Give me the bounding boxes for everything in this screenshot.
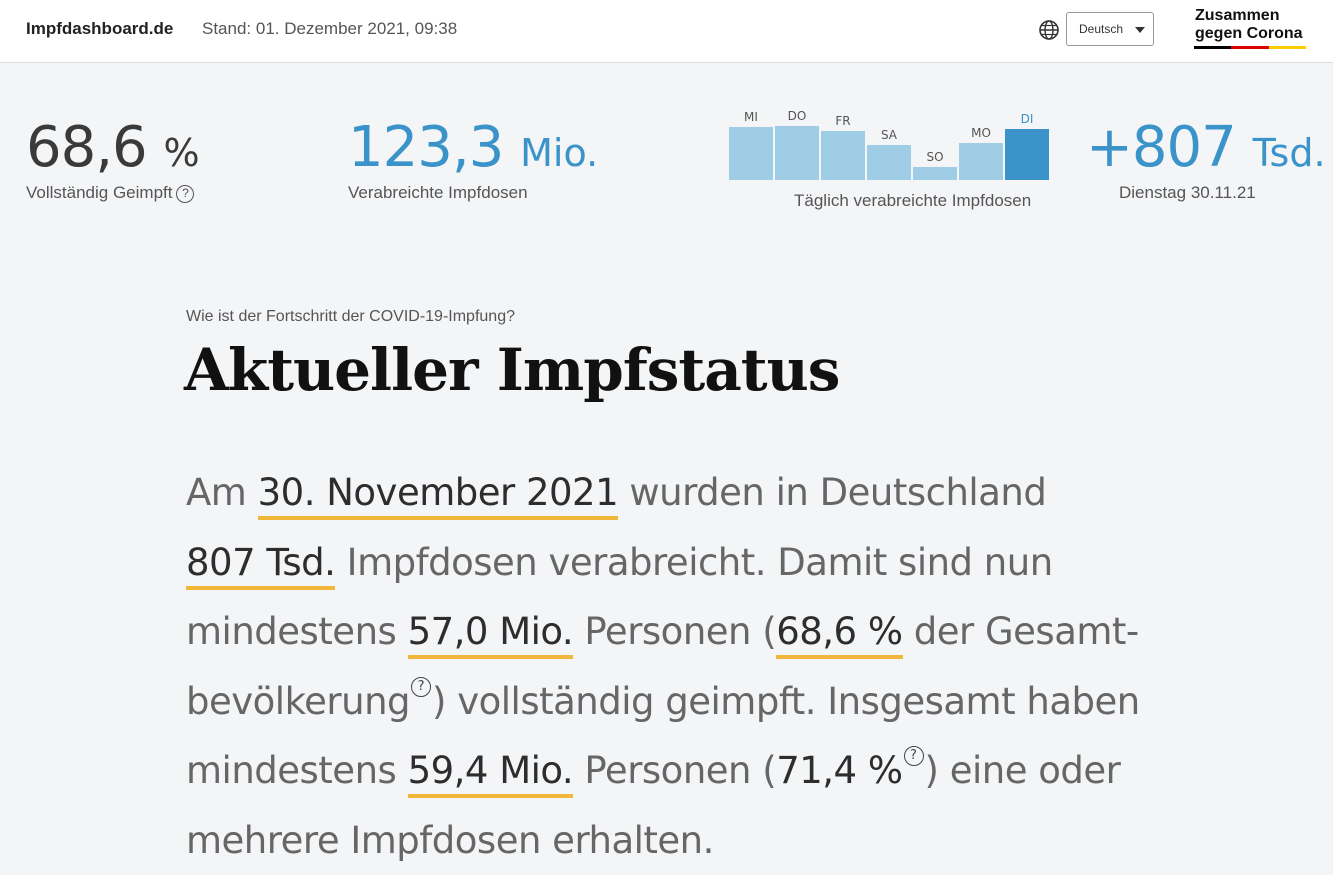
chart-day-label: DO bbox=[787, 109, 807, 123]
section-question: Wie ist der Fortschritt der COVID-19-Imp… bbox=[186, 308, 515, 325]
kpi-latest-day-value: +807 Tsd. bbox=[1086, 115, 1326, 180]
highlight-date: 30. November 2021 bbox=[257, 471, 619, 520]
highlight-fully-count: 57,0 Mio. bbox=[407, 610, 574, 659]
logo-line1: Zusammen bbox=[1195, 7, 1280, 24]
help-icon[interactable]: ? bbox=[903, 746, 924, 766]
chart-bar-mo bbox=[959, 143, 1003, 180]
chart-day-label: SA bbox=[880, 128, 898, 142]
globe-icon[interactable] bbox=[1038, 19, 1060, 41]
chart-day-label: MI bbox=[744, 110, 758, 124]
chart-day-label: MO bbox=[971, 126, 991, 140]
highlight-once-count: 59,4 Mio. bbox=[407, 749, 574, 798]
chart-bar-so bbox=[913, 167, 957, 180]
kpi-latest-day-label: Dienstag 30.11.21 bbox=[1119, 183, 1256, 202]
chart-bar-di bbox=[1005, 129, 1049, 180]
logo-flag-stripe bbox=[1194, 46, 1306, 49]
chart-bar-sa bbox=[867, 145, 911, 180]
kpi-fully-vaccinated-label: Vollständig Geimpft? bbox=[26, 183, 200, 203]
highlight-doses: 807 Tsd. bbox=[186, 540, 336, 590]
daily-doses-label: Täglich verabreichte Impfdosen bbox=[794, 191, 1032, 210]
kpi-total-doses-value: 123,3 Mio. bbox=[348, 115, 599, 180]
language-select[interactable]: Deutsch bbox=[1066, 12, 1154, 46]
kpi-total-doses: 123,3 Mio. Verabreichte Impfdosen bbox=[348, 118, 598, 203]
kpi-fully-vaccinated: 68,6 % Vollständig Geimpft? bbox=[26, 118, 200, 203]
highlight-fully-pct: 68,6 % bbox=[776, 610, 903, 659]
kpi-unit: % bbox=[163, 131, 200, 175]
status-paragraph: Am 30. November 2021 wurden in Deutschla… bbox=[186, 471, 1140, 862]
chart-day-label: DI bbox=[1020, 112, 1034, 126]
chart-day-label: SO bbox=[926, 150, 944, 164]
chart-day-label: FR bbox=[835, 114, 851, 128]
kpi-fully-vaccinated-value: 68,6 % bbox=[26, 115, 200, 180]
last-updated: Stand: 01. Dezember 2021, 09:38 bbox=[202, 19, 458, 38]
kpi-latest-day: +807 Tsd. Dienstag 30.11.21 bbox=[1086, 118, 1326, 203]
help-icon[interactable]: ? bbox=[411, 676, 432, 697]
site-brand[interactable]: Impfdashboard.de bbox=[26, 19, 174, 38]
kpi-unit: Tsd. bbox=[1252, 131, 1326, 175]
kpi-unit: Mio. bbox=[520, 131, 599, 175]
chevron-down-icon bbox=[1135, 27, 1145, 33]
zusammen-gegen-corona-logo[interactable]: Zusammen gegen Corona bbox=[1194, 7, 1308, 53]
once-pct: 71,4 % bbox=[776, 749, 903, 792]
chart-bar-mi bbox=[729, 127, 773, 180]
language-select-value: Deutsch bbox=[1079, 22, 1124, 36]
daily-doses-chart: MI DO FR SA SO MO DI bbox=[729, 108, 1049, 180]
kpi-total-doses-label: Verabreichte Impfdosen bbox=[348, 183, 528, 202]
page-title: Aktueller Impfstatus bbox=[184, 336, 840, 404]
chart-bar-do bbox=[775, 126, 819, 180]
logo-line2: gegen Corona bbox=[1195, 25, 1303, 42]
chart-bar-fr bbox=[821, 131, 865, 180]
top-bar: Impfdashboard.de Stand: 01. Dezember 202… bbox=[0, 0, 1333, 63]
help-icon[interactable]: ? bbox=[176, 185, 195, 203]
